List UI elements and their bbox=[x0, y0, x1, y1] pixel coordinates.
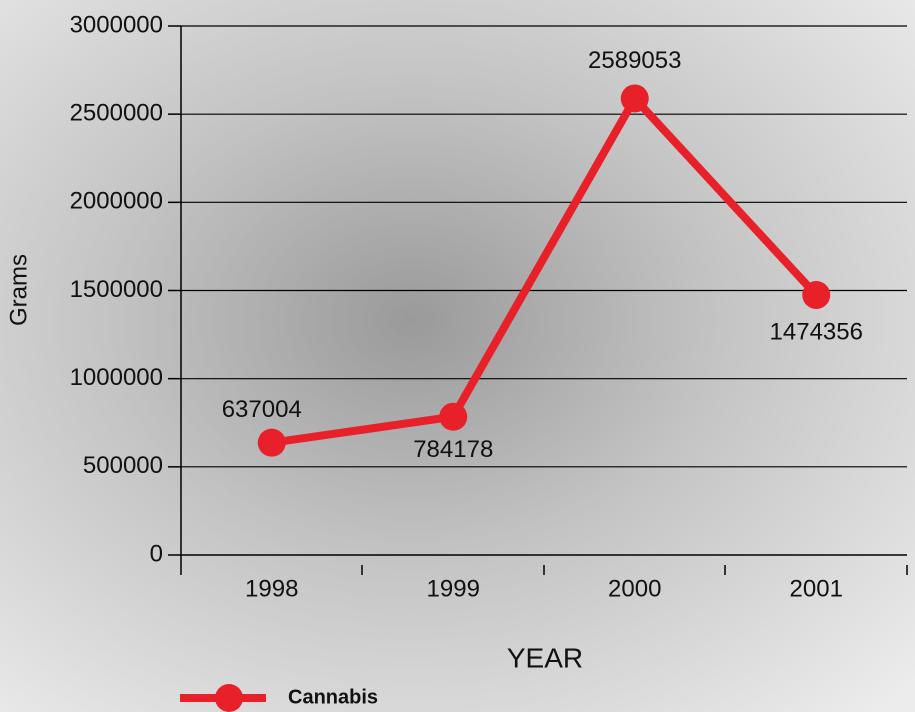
category-dividers bbox=[180, 555, 908, 575]
x-tick-label: 1998 bbox=[245, 575, 298, 602]
legend-marker bbox=[215, 684, 243, 712]
data-label: 784178 bbox=[413, 436, 493, 463]
x-tick-label: 2000 bbox=[608, 575, 661, 602]
y-axis-title: Grams bbox=[5, 254, 32, 326]
y-tick-label: 3000000 bbox=[70, 11, 163, 38]
data-label: 1474356 bbox=[770, 318, 863, 345]
y-tick-label: 500000 bbox=[83, 452, 163, 479]
data-label: 2589053 bbox=[588, 47, 681, 74]
y-tick-label: 1500000 bbox=[70, 276, 163, 303]
legend-label: Cannabis bbox=[288, 686, 378, 708]
data-point bbox=[439, 402, 468, 431]
x-tick-label: 2001 bbox=[790, 575, 843, 602]
data-label: 637004 bbox=[222, 396, 302, 423]
x-tick-label: 1999 bbox=[427, 575, 480, 602]
x-axis-title: YEAR bbox=[507, 642, 583, 673]
series-line bbox=[271, 94, 820, 447]
data-point bbox=[802, 281, 831, 310]
data-point bbox=[620, 84, 649, 113]
y-tick-label: 1000000 bbox=[70, 364, 163, 391]
y-tick-label: 2000000 bbox=[70, 188, 163, 215]
data-point bbox=[257, 428, 286, 457]
y-tick-label: 0 bbox=[150, 540, 163, 567]
y-tick-label: 2500000 bbox=[70, 100, 163, 127]
